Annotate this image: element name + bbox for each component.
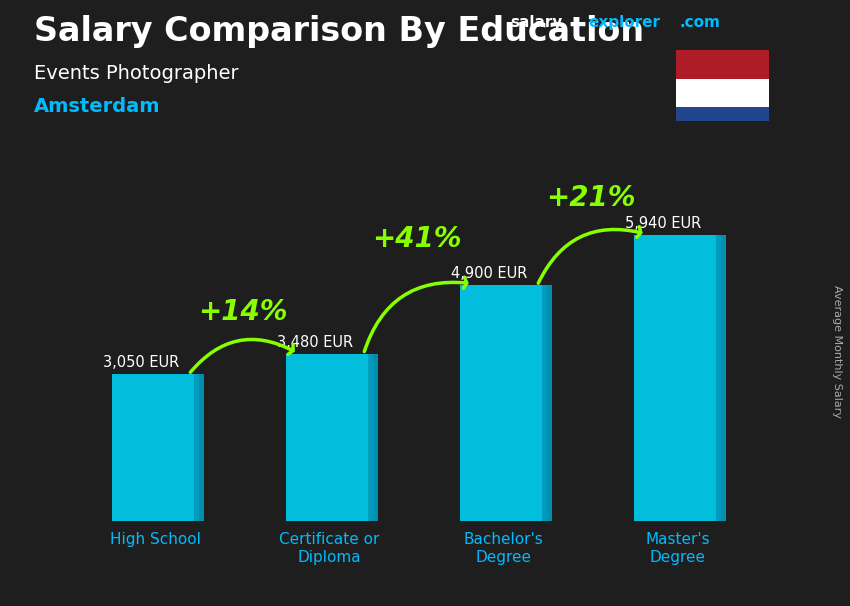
Text: Events Photographer: Events Photographer (34, 64, 239, 82)
Bar (112, 375, 199, 521)
Text: +41%: +41% (371, 225, 462, 253)
Text: Average Monthly Salary: Average Monthly Salary (832, 285, 842, 418)
Text: Salary Comparison By Education: Salary Comparison By Education (34, 15, 644, 48)
Text: 4,900 EUR: 4,900 EUR (451, 266, 528, 281)
Text: 3,480 EUR: 3,480 EUR (277, 335, 354, 350)
Bar (676, 107, 769, 135)
Text: explorer: explorer (588, 15, 660, 30)
Bar (286, 353, 373, 521)
Text: 3,050 EUR: 3,050 EUR (104, 355, 179, 370)
Text: +14%: +14% (198, 298, 287, 326)
Text: salary: salary (510, 15, 563, 30)
Text: 5,940 EUR: 5,940 EUR (626, 216, 701, 231)
Bar (676, 79, 769, 107)
Bar (194, 375, 204, 521)
Text: .com: .com (679, 15, 720, 30)
Bar (716, 235, 726, 521)
Bar (460, 285, 547, 521)
Text: +21%: +21% (546, 184, 635, 213)
Bar (368, 353, 378, 521)
Bar (634, 235, 721, 521)
Text: Amsterdam: Amsterdam (34, 97, 161, 116)
Bar (541, 285, 552, 521)
Bar (676, 50, 769, 79)
